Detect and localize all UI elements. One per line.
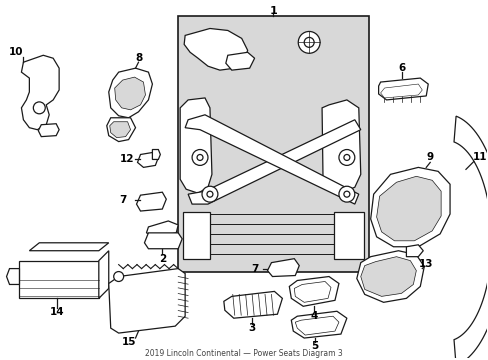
Polygon shape bbox=[267, 259, 299, 276]
Circle shape bbox=[343, 154, 349, 161]
Polygon shape bbox=[225, 52, 254, 70]
Text: 6: 6 bbox=[398, 63, 405, 73]
Polygon shape bbox=[146, 221, 178, 237]
Polygon shape bbox=[38, 124, 59, 137]
Polygon shape bbox=[137, 153, 158, 167]
Polygon shape bbox=[136, 192, 166, 211]
Polygon shape bbox=[6, 269, 20, 284]
Polygon shape bbox=[453, 116, 488, 360]
Polygon shape bbox=[380, 84, 422, 98]
Polygon shape bbox=[108, 269, 185, 333]
Polygon shape bbox=[152, 149, 160, 159]
Polygon shape bbox=[109, 122, 130, 138]
Polygon shape bbox=[378, 78, 427, 100]
Text: 13: 13 bbox=[418, 258, 433, 269]
Text: 5: 5 bbox=[311, 341, 318, 351]
Text: 15: 15 bbox=[121, 337, 136, 347]
Circle shape bbox=[33, 102, 45, 114]
Polygon shape bbox=[322, 100, 360, 192]
Circle shape bbox=[338, 186, 354, 202]
Text: 3: 3 bbox=[247, 323, 255, 333]
Polygon shape bbox=[370, 167, 449, 247]
Polygon shape bbox=[183, 212, 209, 259]
Polygon shape bbox=[21, 55, 59, 130]
Polygon shape bbox=[376, 176, 440, 241]
Polygon shape bbox=[333, 212, 363, 259]
Text: 11: 11 bbox=[471, 153, 486, 162]
Text: 8: 8 bbox=[135, 53, 142, 63]
Polygon shape bbox=[188, 120, 360, 204]
Polygon shape bbox=[295, 316, 338, 335]
Polygon shape bbox=[108, 68, 152, 118]
Polygon shape bbox=[294, 282, 330, 302]
Polygon shape bbox=[184, 28, 247, 70]
Text: 10: 10 bbox=[9, 47, 24, 57]
Text: 12: 12 bbox=[119, 154, 134, 165]
Polygon shape bbox=[99, 251, 108, 298]
Polygon shape bbox=[224, 291, 282, 318]
Circle shape bbox=[206, 191, 212, 197]
Text: 7: 7 bbox=[250, 264, 258, 274]
Polygon shape bbox=[106, 118, 135, 141]
Polygon shape bbox=[144, 233, 182, 249]
Text: 14: 14 bbox=[50, 307, 64, 317]
Circle shape bbox=[202, 186, 218, 202]
Polygon shape bbox=[406, 245, 423, 257]
Circle shape bbox=[192, 149, 207, 165]
Circle shape bbox=[298, 31, 320, 53]
Text: 4: 4 bbox=[310, 311, 317, 321]
FancyBboxPatch shape bbox=[178, 15, 368, 271]
Polygon shape bbox=[291, 311, 346, 338]
Text: 1: 1 bbox=[269, 6, 277, 15]
Polygon shape bbox=[20, 261, 99, 298]
Text: 9: 9 bbox=[426, 153, 433, 162]
Polygon shape bbox=[115, 77, 145, 110]
Polygon shape bbox=[29, 243, 108, 251]
Text: 2019 Lincoln Continental — Power Seats Diagram 3: 2019 Lincoln Continental — Power Seats D… bbox=[144, 350, 342, 359]
Text: 7: 7 bbox=[119, 195, 126, 205]
Polygon shape bbox=[289, 276, 338, 306]
Polygon shape bbox=[185, 115, 358, 204]
Circle shape bbox=[114, 271, 123, 282]
Polygon shape bbox=[360, 257, 415, 296]
Polygon shape bbox=[356, 251, 424, 302]
Circle shape bbox=[304, 37, 313, 47]
Circle shape bbox=[343, 191, 349, 197]
Text: 2: 2 bbox=[159, 254, 165, 264]
Polygon shape bbox=[180, 98, 211, 193]
Circle shape bbox=[338, 149, 354, 165]
Circle shape bbox=[197, 154, 203, 161]
